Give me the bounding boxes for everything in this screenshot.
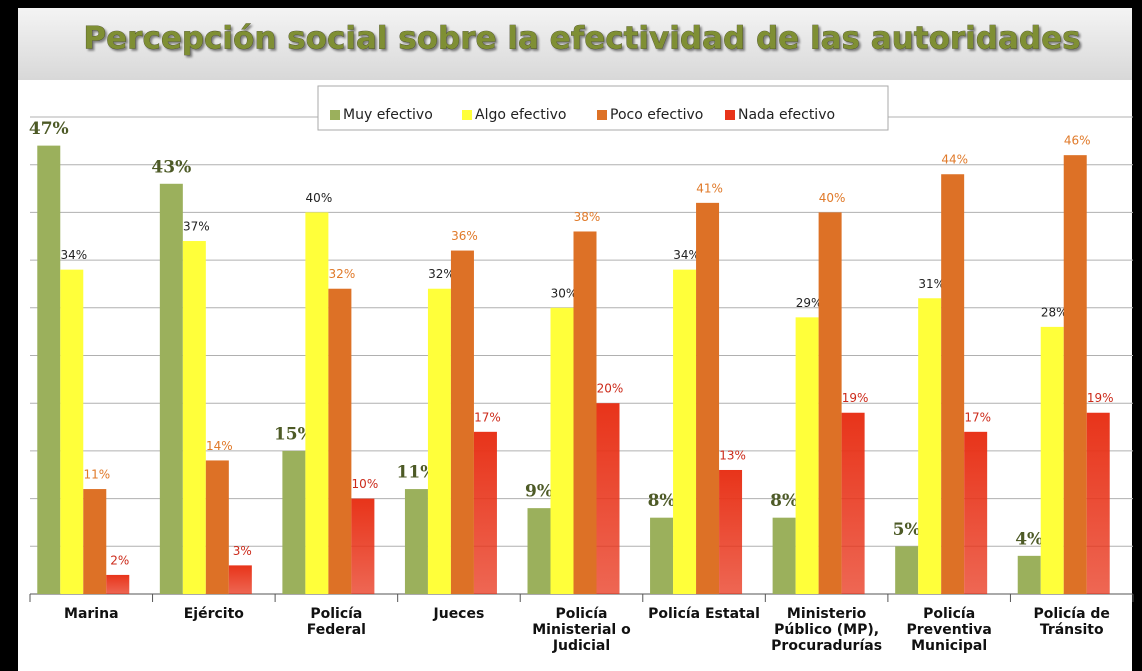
data-label: 2% <box>110 553 129 567</box>
legend-swatch <box>330 110 340 120</box>
data-label: 14% <box>206 439 233 453</box>
bar <box>305 212 329 594</box>
data-label: 3% <box>233 544 252 558</box>
legend-label: Algo efectivo <box>475 107 566 123</box>
data-label: 31% <box>918 277 945 291</box>
data-label: 19% <box>842 391 869 405</box>
data-label: 28% <box>1041 305 1068 319</box>
bar <box>696 202 720 595</box>
bar <box>673 269 697 594</box>
bar <box>895 546 919 594</box>
data-label: 9% <box>525 482 553 502</box>
bar <box>450 250 474 594</box>
data-label: 46% <box>1064 134 1091 148</box>
x-tick-label: Marina <box>64 606 119 622</box>
data-label: 8% <box>770 491 798 511</box>
data-label: 44% <box>941 153 968 167</box>
bar <box>573 231 597 595</box>
data-label: 41% <box>696 181 723 195</box>
legend-label: Nada efectivo <box>738 107 835 123</box>
bar <box>1017 555 1041 594</box>
bar <box>1063 155 1087 594</box>
bar <box>941 174 965 595</box>
x-tick-label: Policía de Tránsito <box>1033 606 1110 638</box>
bar <box>918 298 942 594</box>
data-label: 34% <box>673 248 700 262</box>
data-label: 15% <box>274 424 314 444</box>
data-label: 47% <box>29 119 69 139</box>
bar <box>37 145 61 594</box>
bar <box>772 517 796 594</box>
bar <box>841 412 865 594</box>
data-label: 29% <box>796 296 823 310</box>
legend-label: Poco efectivo <box>610 107 703 123</box>
data-label: 43% <box>151 157 191 177</box>
bar <box>351 498 375 594</box>
bar <box>404 489 428 594</box>
legend: Muy efectivo Algo efectivo Poco efectivo Na… <box>317 85 889 131</box>
bar <box>182 241 206 594</box>
legend-swatch <box>725 110 735 120</box>
bar <box>527 508 551 594</box>
x-tick-label: Policía Federal <box>306 606 366 638</box>
data-label: 36% <box>451 229 478 243</box>
data-label: 38% <box>574 210 601 224</box>
data-label: 32% <box>428 267 455 281</box>
x-tick-label: Policía Estatal <box>648 606 760 622</box>
bar <box>159 183 183 594</box>
bar <box>205 460 229 594</box>
bar <box>83 489 107 594</box>
data-label: 30% <box>551 286 578 300</box>
x-tick-label: Policía Preventiva Municipal <box>906 606 992 654</box>
data-label: 32% <box>329 267 356 281</box>
bar <box>328 288 352 594</box>
x-tick-label: Jueces <box>433 606 485 622</box>
legend-swatch <box>462 110 472 120</box>
bar <box>650 517 674 594</box>
bar <box>60 269 84 594</box>
data-label: 19% <box>1087 391 1114 405</box>
data-label: 37% <box>183 220 210 234</box>
data-label: 40% <box>306 191 333 205</box>
bar <box>473 431 497 594</box>
data-label: 40% <box>819 191 846 205</box>
bar <box>106 574 130 594</box>
data-label: 5% <box>893 520 921 540</box>
data-label: 17% <box>474 410 501 424</box>
bar <box>282 450 306 594</box>
bar <box>427 288 451 594</box>
data-label: 13% <box>719 448 746 462</box>
data-label: 17% <box>964 410 991 424</box>
legend-label: Muy efectivo <box>343 107 433 123</box>
bar <box>818 212 842 594</box>
data-label: 11% <box>397 463 437 483</box>
legend-box <box>317 85 889 131</box>
bar <box>1040 326 1064 594</box>
chart-title: Percepción social sobre la efectividad d… <box>83 21 1080 57</box>
bar <box>795 317 819 594</box>
x-tick-label: Ejército <box>183 606 244 622</box>
bar <box>719 469 743 594</box>
data-label: 10% <box>352 477 379 491</box>
legend-swatch <box>597 110 607 120</box>
bar <box>964 431 988 594</box>
bar <box>228 565 252 594</box>
data-label: 11% <box>83 468 110 482</box>
title-band <box>18 8 1132 80</box>
data-label: 4% <box>1015 529 1043 549</box>
bar <box>1086 412 1110 594</box>
x-tick-label: Ministerio Público (MP), Procuradurías <box>771 606 883 654</box>
bar <box>596 403 620 594</box>
data-label: 8% <box>648 491 676 511</box>
x-tick-label: Policía Ministerial o Judicial <box>532 606 631 654</box>
data-label: 34% <box>60 248 87 262</box>
data-label: 20% <box>597 382 624 396</box>
bar <box>550 307 574 594</box>
